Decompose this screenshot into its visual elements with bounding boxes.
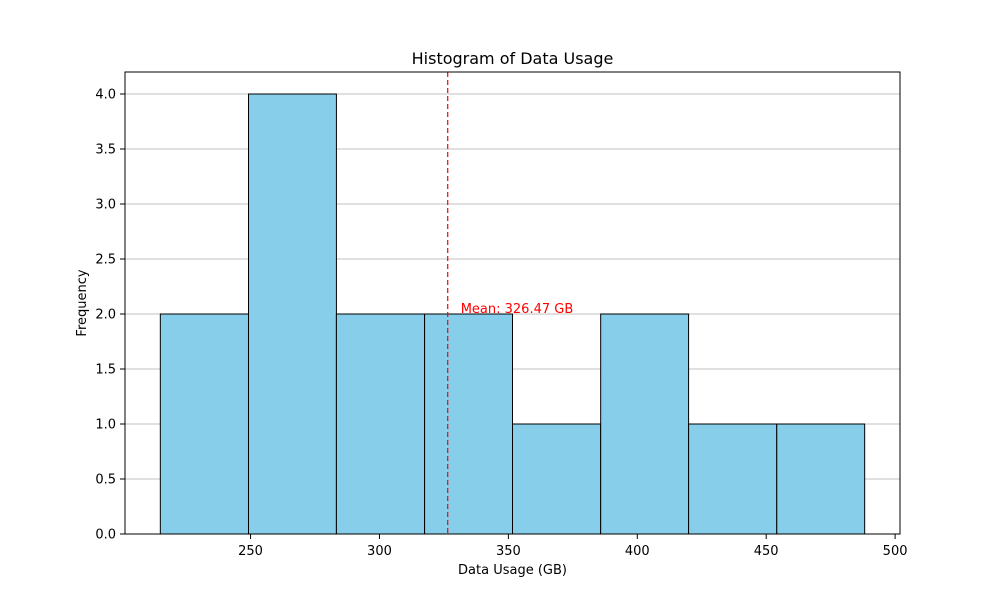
y-axis-ticks: 0.0 0.5 1.0 1.5 2.0 2.5 3.0 3.5 4.0	[95, 88, 125, 543]
histogram-bar	[159, 313, 249, 535]
bars-layer	[159, 93, 866, 535]
y-tick-label: 2.0	[95, 308, 116, 323]
y-tick-label: 1.5	[95, 363, 116, 378]
y-tick-label: 3.5	[95, 143, 116, 158]
x-tick-label: 250	[238, 544, 263, 559]
chart-title: Histogram of Data Usage	[412, 49, 614, 68]
histogram-bar	[512, 423, 602, 535]
mean-annotation: Mean: 326.47 GB	[461, 302, 574, 317]
y-tick-label: 2.5	[95, 253, 116, 268]
x-tick-label: 350	[496, 544, 521, 559]
x-tick-label: 500	[883, 544, 908, 559]
mean-layer: Mean: 326.47 GB	[447, 72, 574, 534]
histogram-bar	[424, 313, 513, 535]
histogram-bar	[688, 423, 778, 535]
histogram-bar	[776, 423, 866, 535]
y-tick-label: 0.0	[95, 528, 116, 543]
x-tick-label: 400	[625, 544, 650, 559]
histogram-bar	[600, 313, 690, 535]
histogram-bar	[247, 93, 337, 535]
y-tick-label: 4.0	[95, 88, 116, 103]
plot-frame	[124, 71, 901, 535]
y-tick-label: 0.5	[95, 473, 116, 488]
y-tick-label: 1.0	[95, 418, 116, 433]
x-axis-title: Data Usage (GB)	[458, 563, 567, 578]
y-axis-title: Frequency	[75, 269, 90, 336]
x-axis-ticks: 250 300 350 400 450 500	[238, 534, 908, 559]
y-tick-label: 3.0	[95, 198, 116, 213]
x-tick-label: 300	[367, 544, 392, 559]
histogram-bar	[335, 313, 426, 535]
x-tick-label: 450	[754, 544, 779, 559]
